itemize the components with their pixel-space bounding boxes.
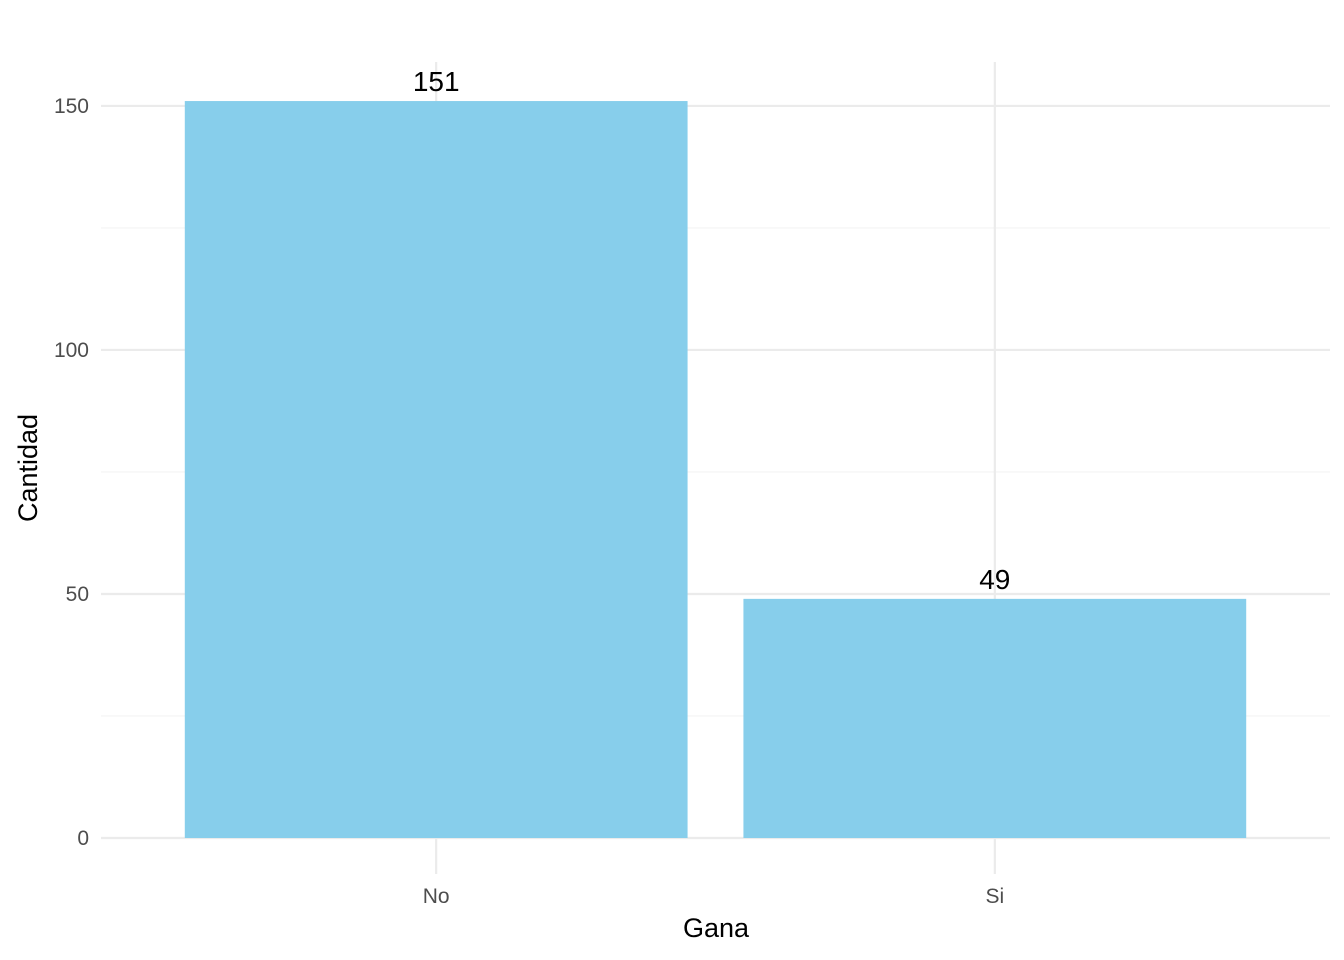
data-label-no: 151 [413, 66, 460, 97]
y-tick-label: 0 [77, 827, 89, 850]
data-labels: 151 49 [413, 66, 1011, 595]
x-tick-label: No [423, 885, 450, 908]
y-axis-title: Cantidad [13, 414, 43, 522]
x-axis-ticks: No Si [423, 885, 1004, 908]
y-tick-label: 50 [66, 583, 89, 606]
x-tick-label: Si [985, 885, 1004, 908]
y-tick-label: 150 [54, 95, 89, 118]
y-axis-ticks: 0 50 100 150 [54, 95, 89, 850]
data-label-si: 49 [979, 564, 1010, 595]
x-axis-title: Gana [683, 913, 750, 943]
bar-no [184, 101, 688, 839]
bars [184, 101, 1247, 839]
bar-si [743, 598, 1247, 838]
y-tick-label: 100 [54, 339, 89, 362]
